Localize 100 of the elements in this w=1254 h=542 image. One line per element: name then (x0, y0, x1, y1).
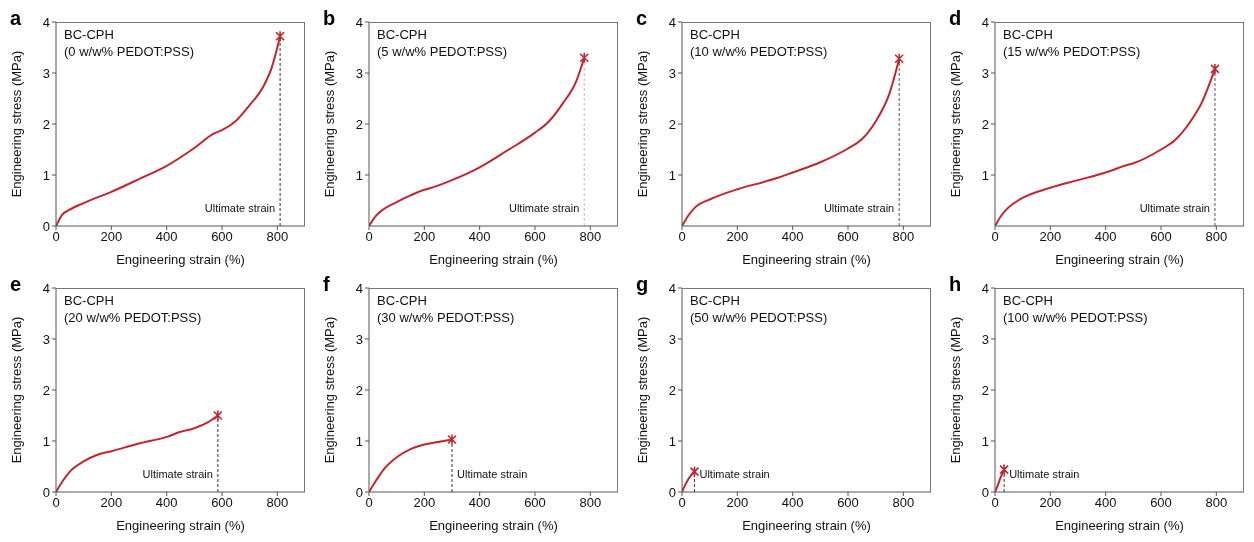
x-tick-label: 600 (837, 495, 859, 511)
y-tick-label: 1 (668, 433, 676, 449)
y-tick-label: 3 (668, 331, 676, 347)
annotation: BC-CPH (690, 26, 741, 43)
y-tick-label: 1 (355, 167, 363, 183)
x-tick-label: 800 (892, 229, 915, 245)
y-tick-label: 3 (355, 65, 363, 81)
x-axis-title: Engineering strain (%) (429, 252, 558, 267)
y-tick-label: 3 (981, 65, 989, 81)
annotation: (0 w/w% PEDOT:PSS) (64, 43, 195, 60)
x-tick-label: 0 (365, 229, 373, 245)
y-tick-label: 2 (981, 382, 989, 398)
ref-line-label: Ultimate strain (823, 202, 895, 214)
x-tick-label: 0 (365, 495, 373, 511)
annotation: (15 w/w% PEDOT:PSS) (1003, 43, 1141, 60)
chart-title: g (636, 273, 649, 295)
chart-title: f (323, 273, 330, 295)
y-tick-label: 3 (355, 331, 363, 347)
y-tick-label: 4 (355, 14, 363, 30)
y-tick-label: 1 (355, 433, 363, 449)
y-axis-title: Engineering stress (MPa) (321, 50, 337, 198)
x-tick-label: 800 (579, 229, 602, 245)
annotation: (50 w/w% PEDOT:PSS) (690, 309, 828, 326)
y-axis-title: Engineering stress (MPa) (634, 50, 650, 198)
y-tick-label: 2 (42, 116, 50, 132)
x-tick-label: 800 (579, 495, 602, 511)
x-axis-title: Engineering strain (%) (116, 518, 245, 533)
y-tick-label: 1 (668, 167, 676, 183)
y-tick-label: 1 (42, 167, 50, 183)
annotation: (100 w/w% PEDOT:PSS) (1003, 309, 1148, 326)
x-axis-title: Engineering strain (%) (742, 252, 871, 267)
x-tick-label: 0 (678, 229, 686, 245)
chart-title: e (10, 273, 22, 295)
x-tick-label: 400 (1094, 495, 1117, 511)
y-tick-label: 0 (668, 484, 676, 500)
ref-line-label: Ultimate strain (1009, 468, 1080, 480)
y-tick-label: 4 (668, 280, 676, 296)
y-tick-label: 2 (668, 382, 676, 398)
y-tick-label: 0 (42, 484, 50, 500)
y-tick-label: 2 (355, 382, 363, 398)
ref-line-label: Ultimate strain (204, 202, 276, 214)
y-tick-label: 3 (42, 65, 50, 81)
y-tick-label: 1 (981, 433, 989, 449)
chart-title: d (949, 7, 962, 29)
y-tick-label: 0 (981, 484, 989, 500)
x-tick-label: 0 (991, 495, 999, 511)
ref-line-label: Ultimate strain (699, 468, 770, 480)
x-tick-label: 200 (726, 229, 749, 245)
x-tick-label: 200 (413, 495, 436, 511)
annotation: BC-CPH (377, 292, 428, 309)
annotation: BC-CPH (1003, 26, 1054, 43)
x-tick-label: 200 (726, 495, 749, 511)
x-tick-label: 200 (1039, 229, 1062, 245)
y-axis-title: Engineering stress (MPa) (634, 316, 650, 464)
y-tick-label: 2 (355, 116, 363, 132)
y-tick-label: 0 (42, 218, 50, 234)
annotation: BC-CPH (64, 26, 115, 43)
x-tick-label: 800 (892, 495, 915, 511)
y-tick-label: 1 (981, 167, 989, 183)
ref-line-label: Ultimate strain (508, 202, 580, 214)
y-axis-title: Engineering stress (MPa) (947, 50, 963, 198)
chart-title: h (949, 273, 962, 295)
y-tick-label: 4 (668, 14, 676, 30)
x-tick-label: 200 (1039, 495, 1062, 511)
annotation: BC-CPH (64, 292, 115, 309)
y-tick-label: 4 (981, 280, 989, 296)
y-tick-label: 0 (355, 484, 363, 500)
x-axis-title: Engineering strain (%) (429, 518, 558, 533)
chart-title: c (636, 7, 648, 29)
x-tick-label: 400 (155, 229, 178, 245)
x-tick-label: 0 (678, 495, 686, 511)
y-axis-title: Engineering stress (MPa) (8, 316, 24, 464)
x-tick-label: 0 (52, 229, 60, 245)
x-axis-title: Engineering strain (%) (116, 252, 245, 267)
y-axis-title: Engineering stress (MPa) (8, 50, 24, 198)
x-tick-label: 400 (468, 229, 491, 245)
y-tick-label: 4 (42, 280, 50, 296)
y-tick-label: 3 (668, 65, 676, 81)
annotation: (30 w/w% PEDOT:PSS) (377, 309, 515, 326)
x-tick-label: 600 (211, 495, 233, 511)
ref-line-label: Ultimate strain (142, 468, 213, 480)
y-tick-label: 3 (981, 331, 989, 347)
annotation: (5 w/w% PEDOT:PSS) (377, 43, 508, 60)
y-tick-label: 4 (42, 14, 50, 30)
x-tick-label: 400 (781, 229, 804, 245)
x-axis-title: Engineering strain (%) (1055, 252, 1184, 267)
y-tick-label: 2 (668, 116, 676, 132)
y-tick-label: 4 (981, 14, 989, 30)
x-axis-title: Engineering strain (%) (742, 518, 871, 533)
line-series (56, 414, 219, 492)
y-axis-title: Engineering stress (MPa) (321, 316, 337, 464)
annotation: (20 w/w% PEDOT:PSS) (64, 309, 202, 326)
x-tick-label: 600 (1150, 229, 1172, 245)
ref-line-label: Ultimate strain (457, 468, 528, 480)
chart-title: b (323, 7, 336, 29)
x-tick-label: 800 (266, 495, 289, 511)
y-tick-label: 2 (42, 382, 50, 398)
x-tick-label: 400 (468, 495, 491, 511)
chart-title: a (10, 7, 22, 29)
x-tick-label: 400 (155, 495, 178, 511)
